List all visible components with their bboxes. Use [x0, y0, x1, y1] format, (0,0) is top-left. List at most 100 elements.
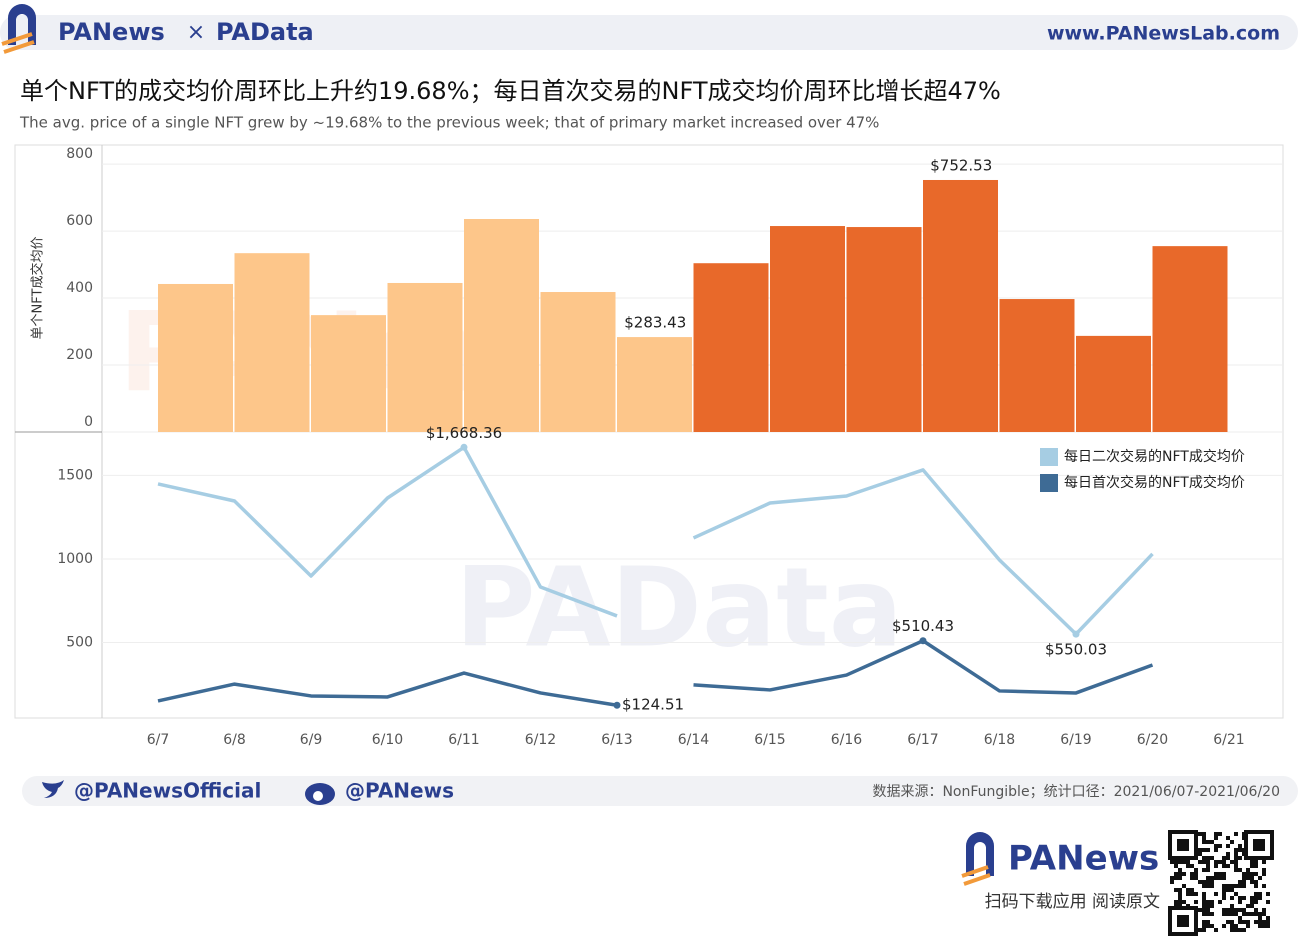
qr-cell [1230, 912, 1234, 916]
qr-cell [1218, 832, 1222, 836]
qr-cell [1262, 884, 1266, 888]
qr-cell [1262, 920, 1266, 924]
qr-cell [1214, 872, 1218, 876]
qr-cell [1178, 896, 1182, 900]
qr-cell [1226, 888, 1230, 892]
qr-cell [1182, 884, 1186, 888]
y-tick-label: 500 [66, 634, 93, 650]
qr-cell [1214, 864, 1218, 868]
qr-cell [1266, 924, 1270, 928]
qr-cell [1202, 900, 1206, 904]
qr-cell [1246, 904, 1250, 908]
qr-cell [1242, 880, 1246, 884]
qr-cell [1178, 876, 1182, 880]
qr-cell [1202, 832, 1206, 836]
qr-cell [1238, 856, 1242, 860]
y-tick-label: 0 [84, 414, 93, 430]
y-tick-label: 1500 [57, 467, 93, 483]
qr-finder [1168, 906, 1198, 936]
qr-cell [1222, 884, 1226, 888]
qr-cell [1242, 912, 1246, 916]
qr-cell [1246, 920, 1250, 924]
qr-cell [1234, 864, 1238, 868]
qr-cell [1178, 892, 1182, 896]
qr-cell [1202, 904, 1206, 908]
qr-cell [1218, 900, 1222, 904]
data-label: $283.43 [624, 314, 686, 332]
qr-cell [1254, 864, 1258, 868]
qr-cell [1246, 924, 1250, 928]
qr-cell [1234, 928, 1238, 932]
bar [693, 263, 769, 432]
title: 单个NFT的成交均价周环比上升约19.68%；每日首次交易的NFT成交均价周环比… [20, 77, 1001, 105]
qr-cell [1210, 856, 1214, 860]
qr-cell [1266, 900, 1270, 904]
qr-cell [1230, 924, 1234, 928]
x-tick-label: 6/14 [678, 732, 710, 748]
qr-cell [1230, 920, 1234, 924]
qr-cell [1206, 848, 1210, 852]
qr-cell [1258, 920, 1262, 924]
y-tick-label: 800 [66, 146, 93, 162]
qr-cell [1254, 896, 1258, 900]
qr-cell [1262, 872, 1266, 876]
qr-cell [1214, 848, 1218, 852]
qr-cell [1246, 876, 1250, 880]
qr-cell [1234, 924, 1238, 928]
qr-cell [1210, 880, 1214, 884]
qr-cell [1222, 876, 1226, 880]
qr-cell [1174, 900, 1178, 904]
bar [464, 219, 539, 432]
qr-cell [1242, 884, 1246, 888]
qr-cell [1178, 868, 1182, 872]
qr-cell [1202, 896, 1206, 900]
qr-cell [1202, 920, 1206, 924]
qr-cell [1214, 892, 1218, 896]
qr-cell [1254, 908, 1258, 912]
qr-cell [1250, 896, 1254, 900]
qr-cell [1226, 920, 1230, 924]
qr-cell [1194, 900, 1198, 904]
qr-cell [1178, 872, 1182, 876]
qr-cell [1222, 892, 1226, 896]
subtitle: The avg. price of a single NFT grew by ~… [19, 114, 879, 132]
qr-cell [1230, 888, 1234, 892]
qr-finder [1177, 915, 1189, 927]
qr-cell [1190, 872, 1194, 876]
qr-cell [1206, 856, 1210, 860]
x-tick-label: 6/18 [984, 732, 1015, 748]
weibo-handle: @PANews [345, 779, 454, 803]
qr-cell [1222, 896, 1226, 900]
qr-cell [1230, 840, 1234, 844]
qr-cell [1206, 900, 1210, 904]
qr-cell [1254, 880, 1258, 884]
bar [234, 253, 310, 432]
qr-code [1168, 830, 1274, 936]
qr-cell [1210, 924, 1214, 928]
qr-cell [1174, 872, 1178, 876]
qr-cell [1210, 912, 1214, 916]
qr-cell [1170, 880, 1174, 884]
qr-cell [1202, 868, 1206, 872]
qr-cell [1222, 856, 1226, 860]
x-tick-label: 6/20 [1137, 732, 1168, 748]
qr-cell [1206, 912, 1210, 916]
qr-cell [1238, 896, 1242, 900]
qr-cell [1250, 864, 1254, 868]
qr-cell [1222, 860, 1226, 864]
qr-cell [1222, 872, 1226, 876]
qr-cell [1206, 868, 1210, 872]
qr-cell [1174, 876, 1178, 880]
x-tick-label: 6/8 [223, 732, 246, 748]
qr-cell [1182, 900, 1186, 904]
qr-cell [1174, 864, 1178, 868]
x-tick-label: 6/11 [448, 732, 479, 748]
qr-cell [1226, 884, 1230, 888]
qr-cell [1254, 860, 1258, 864]
qr-cell [1226, 908, 1230, 912]
weibo-icon [313, 791, 323, 801]
app-cta: 扫码下载应用 阅读原文 [985, 892, 1160, 912]
qr-cell [1202, 836, 1206, 840]
qr-cell [1266, 892, 1270, 896]
qr-cell [1250, 900, 1254, 904]
